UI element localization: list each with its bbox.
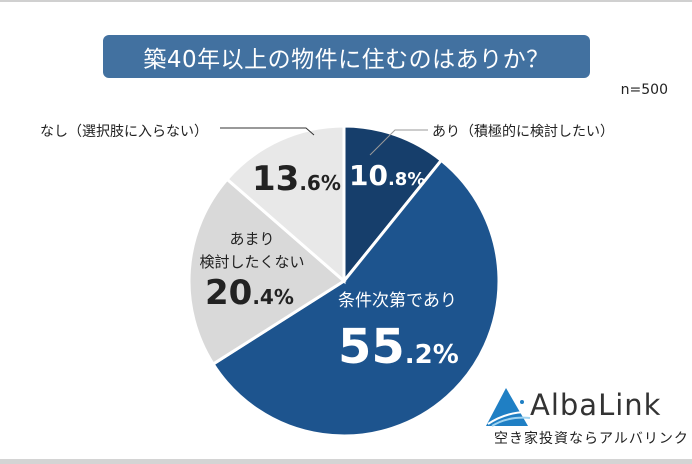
- albalink-logo-icon: [486, 388, 531, 427]
- pie-slice: [187, 177, 347, 367]
- logo-tagline: 空き家投資ならアルバリンク: [494, 431, 689, 447]
- logo-name: AlbaLink: [530, 388, 662, 422]
- pie-slices: [187, 124, 501, 438]
- callout-line-none: [220, 127, 315, 136]
- callout-line-yes: [369, 129, 428, 156]
- pie-slice: [211, 158, 501, 438]
- segment-label-reluctant: あまり 検討したくない: [199, 230, 305, 272]
- sample-size: n=500: [620, 82, 668, 98]
- value-label-reluctant: 20.4%: [205, 273, 294, 313]
- pie-slice: [342, 124, 444, 286]
- chart-title: 築40年以上の物件に住むのはありか？: [103, 35, 590, 78]
- top-border: [0, 0, 692, 2]
- value-label-none: 13.6%: [252, 159, 341, 199]
- pie-slice: [224, 124, 346, 285]
- bottom-border: [0, 459, 692, 464]
- value-label-yes: 10.8%: [349, 159, 426, 192]
- value-label-conditional: 55.2%: [338, 319, 459, 375]
- callout-label-yes: あり（積極的に検討したい）: [432, 124, 614, 140]
- segment-label-conditional: 条件次第であり: [338, 291, 457, 311]
- callout-label-none: なし（選択肢に入らない）: [40, 124, 208, 140]
